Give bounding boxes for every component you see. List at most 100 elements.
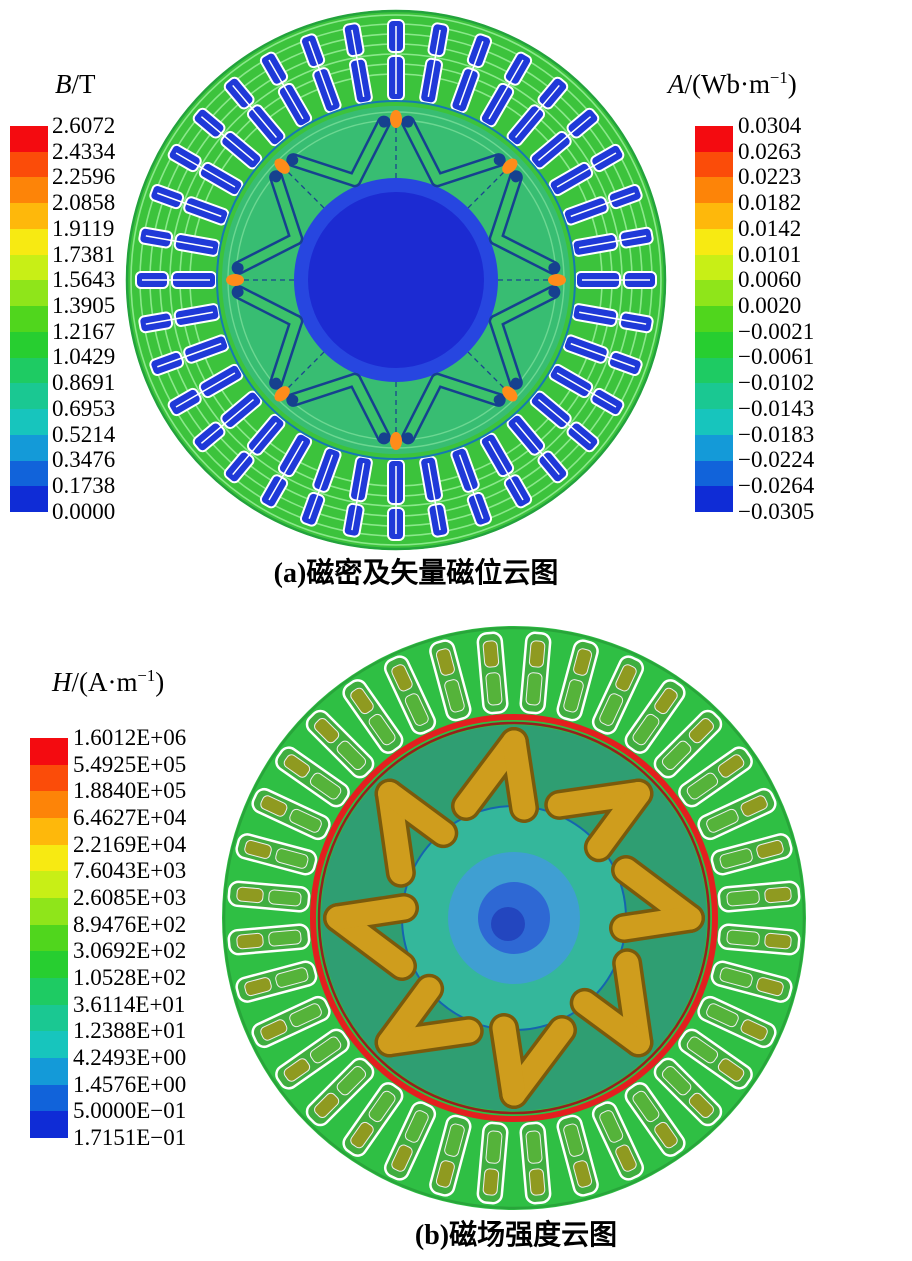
legend-unit-post: ) (155, 667, 165, 697)
legend-value: 2.2596 (52, 164, 116, 190)
colorbar-band (30, 924, 68, 952)
legend-value: −0.0143 (738, 395, 815, 421)
colorbar-band (10, 203, 48, 229)
legend-value: 1.2388E+01 (73, 1018, 187, 1044)
legend-value: 6.4627E+04 (73, 804, 187, 830)
colorbar-band (695, 460, 733, 487)
colorbar-band (695, 126, 733, 152)
colorbar-band (30, 738, 68, 765)
colorbar-band (695, 306, 733, 332)
motor-contour-plot-a (125, 9, 667, 551)
colorbar-band (10, 409, 48, 435)
rotor-surface-ring (317, 721, 711, 1115)
colorbar-band (10, 151, 48, 178)
legend-value: −0.0102 (738, 370, 815, 396)
legend-value: 5.0000E−01 (73, 1098, 187, 1124)
colorbar-band (10, 460, 48, 487)
legend-value: 0.0263 (738, 138, 802, 164)
motor-contour-plot-b (222, 626, 806, 1210)
colorbar-band (695, 383, 733, 410)
colorbar-band (30, 844, 68, 872)
legend-value: 1.7381 (52, 241, 116, 267)
colorbar-band (30, 1084, 68, 1112)
caption-a: (a)磁密及矢量磁位云图 (273, 558, 559, 589)
legend-unit: /(Wb·m (684, 69, 770, 99)
legend-value: 2.6072 (52, 113, 116, 138)
colorbar-band (695, 203, 733, 229)
legend-value: 1.7151E−01 (73, 1124, 187, 1150)
legend-title-b: B/T (55, 68, 96, 100)
legend-value: 3.0692E+02 (73, 938, 187, 964)
legend-values: 0.0304 0.0263 0.0223 0.0182 0.0142 0.0101 0.00… (738, 113, 814, 525)
legend-unit-sup: −1 (137, 666, 156, 685)
legend-value: 0.5214 (52, 421, 116, 447)
legend-unit-post: ) (787, 69, 797, 99)
legend-value: 0.0182 (738, 190, 802, 216)
colorbar-band (30, 1058, 68, 1085)
colorbar-band (695, 228, 733, 255)
colorbar-band (695, 254, 733, 281)
colorbar-band (10, 177, 48, 204)
colorbar-band (30, 898, 68, 925)
colorbar-band (695, 151, 733, 178)
legend-value: 0.3476 (52, 447, 116, 473)
legend-value: 0.6953 (52, 395, 116, 421)
legend-title-a: A/(Wb·m−1) (668, 68, 797, 100)
legend-value: 4.2493E+00 (73, 1044, 187, 1070)
colorbar-band (30, 1004, 68, 1032)
ring-item (387, 19, 405, 101)
colorbar-band (10, 126, 48, 152)
colorbar-band (30, 764, 68, 792)
legend-value: −0.0021 (738, 318, 815, 344)
legend-title-h: H/(A·m−1) (52, 666, 164, 698)
colorbar-band (10, 357, 48, 384)
legend-unit-sup: −1 (769, 68, 788, 87)
colorbar-band (695, 409, 733, 435)
colorbar-band (10, 280, 48, 307)
caption-b: (b)磁场强度云图 (414, 1220, 618, 1251)
stator-outer-edge (125, 9, 667, 551)
legend-value: 1.3905 (52, 293, 116, 319)
legend-value: 7.6043E+03 (73, 858, 187, 884)
legend-unit: /T (71, 69, 96, 99)
legend-values: 2.6072 2.4334 2.2596 2.0858 1.9119 1.7381 1.56… (52, 113, 115, 525)
legend-value: 5.4925E+05 (73, 751, 187, 777)
shaft-center-blob (491, 907, 525, 941)
shaft (308, 192, 484, 368)
airgap-ring-red (310, 714, 718, 1122)
ring-item (575, 271, 657, 289)
colorbar-band (10, 228, 48, 255)
colorbar-band (30, 1111, 68, 1139)
legend-value: 0.0060 (738, 267, 802, 293)
legend-unit: /(A·m (71, 667, 138, 697)
legend-value: 1.0528E+02 (73, 964, 187, 990)
colorbar-band (30, 1031, 68, 1059)
colorbar-band (30, 818, 68, 845)
legend-value: 1.0429 (52, 344, 116, 370)
legend-value: 1.4576E+00 (73, 1071, 187, 1097)
colorbar (695, 126, 733, 513)
legend-value: 0.0304 (738, 113, 802, 138)
colorbar-band (695, 357, 733, 384)
legend-value: 0.0142 (738, 215, 802, 241)
legend-value: 0.0101 (738, 241, 802, 267)
legend-value: 0.0020 (738, 293, 802, 319)
ring-item (135, 271, 217, 289)
legend-value: 0.8691 (52, 370, 116, 396)
legend-value: 8.9476E+02 (73, 911, 187, 937)
colorbar-band (30, 871, 68, 899)
legend-value: 1.8840E+05 (73, 778, 187, 804)
legend-symbol: B (55, 69, 72, 99)
colorbar-band (30, 978, 68, 1005)
colorbar-band (695, 331, 733, 358)
legend-value: −0.0183 (738, 421, 815, 447)
colorbar-band (10, 434, 48, 461)
colorbar-band (695, 434, 733, 461)
legend-value: −0.0264 (738, 473, 815, 499)
legend-value: 2.6085E+03 (73, 884, 187, 910)
colorbar-band (695, 177, 733, 204)
colorbar (30, 738, 68, 1139)
legend-value: 3.6114E+01 (73, 991, 186, 1017)
legend-value: 2.4334 (52, 138, 116, 164)
